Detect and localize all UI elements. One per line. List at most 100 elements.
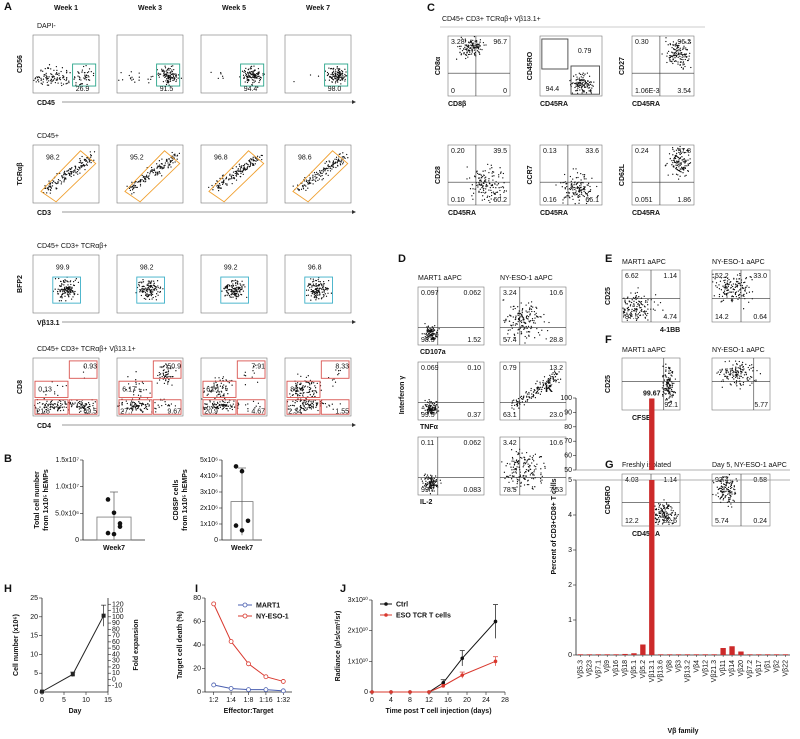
events <box>501 448 546 490</box>
data-point <box>408 690 412 694</box>
x-tick-label: Vβ13.2 <box>684 660 691 682</box>
column-title: MART1 aAPC <box>418 275 462 282</box>
y-tick-label: 90 <box>564 409 572 416</box>
bar <box>586 654 593 655</box>
axis-label: BFP2 <box>17 275 24 293</box>
plot-frame <box>32 34 100 94</box>
y-tick-label: 25 <box>30 595 38 602</box>
gate-value: 98.0 <box>328 86 342 93</box>
events <box>52 276 80 302</box>
axis-label: CD28 <box>435 166 442 184</box>
gate <box>52 276 81 304</box>
gate-value: 5.77 <box>754 402 768 409</box>
y-tick-label: 0 <box>34 689 38 696</box>
gate-value: 0.30 <box>635 39 649 46</box>
bar <box>640 644 646 655</box>
axis-label: Cell number (x10⁶) <box>13 614 20 676</box>
x-tick-label: Week7 <box>231 545 253 552</box>
panel-letter: K <box>545 383 553 395</box>
gate-label: CD45+ <box>37 133 59 140</box>
bar <box>720 648 726 655</box>
gate-value: 60.2 <box>493 197 507 204</box>
plot-frame <box>284 34 352 94</box>
y2-tick-label: 60 <box>112 639 120 646</box>
x-tick-label: 4 <box>389 697 393 704</box>
gate-value: 1.52 <box>467 337 481 344</box>
bar <box>782 654 789 655</box>
column-title: MART1 aAPC <box>622 259 666 266</box>
y-tick-label: 5x10⁶ <box>200 457 218 464</box>
x-tick-label: 1:16 <box>259 697 273 704</box>
gate <box>236 399 266 415</box>
gate-value: 57.4 <box>503 337 517 344</box>
bar <box>756 654 762 655</box>
y-tick-label: 2x10⁶ <box>200 505 218 512</box>
events <box>286 369 341 414</box>
gate-value: 3.24 <box>503 290 517 297</box>
plot-frame <box>284 254 352 314</box>
axis-label: CD8SP cells <box>173 480 180 521</box>
axis-label: Radiance (p/s/cm²/sr) <box>335 611 342 682</box>
gate-value: 0.13 <box>543 148 557 155</box>
gate <box>220 276 249 304</box>
events <box>664 145 692 180</box>
plot-frame <box>284 144 352 204</box>
x-tick-label: Vβ5.1 <box>631 660 638 679</box>
legend-label: NY-ESO-1 <box>256 614 289 621</box>
gate-value: 1.86 <box>677 197 691 204</box>
axis-label: Day <box>69 708 82 715</box>
plot-frame <box>116 34 184 94</box>
axis-label: Target cell death (%) <box>177 611 184 679</box>
events <box>502 299 550 344</box>
gate-value: 26.9 <box>76 86 90 93</box>
gate-value: 96.8 <box>308 265 322 272</box>
axis-label: Vβ13.1 <box>37 320 60 327</box>
y2-tick-label: 30 <box>112 658 120 665</box>
arrow-head <box>352 320 356 324</box>
axis-label: CD56 <box>17 55 24 73</box>
panel-letter: E <box>605 253 612 265</box>
data-point <box>105 530 111 536</box>
events <box>210 65 265 88</box>
y2-tick-label: 110 <box>112 608 123 615</box>
y-tick-label: 40 <box>193 642 201 649</box>
x-tick-label: Vβ5.3 <box>577 660 584 679</box>
legend-marker <box>384 613 388 617</box>
data-point <box>211 682 217 688</box>
plot-frame <box>447 35 511 97</box>
panel-letter: G <box>605 459 614 471</box>
plot-frame <box>32 144 100 204</box>
data-point <box>370 690 374 694</box>
panel-letter: D <box>398 253 406 265</box>
bar <box>738 651 744 655</box>
y-tick-label: 3 <box>568 547 572 554</box>
gate-value: 33.0 <box>753 273 767 280</box>
axis-label: CD45RO <box>605 485 612 514</box>
gate-value: 0.24 <box>635 148 649 155</box>
gate-value: 3.28 <box>451 39 465 46</box>
data-point <box>228 639 234 644</box>
axis-label: CD45 <box>37 100 55 107</box>
gate-value: 27.7 <box>120 409 134 416</box>
gate-value: 3.54 <box>677 88 691 95</box>
data-point <box>246 687 251 693</box>
gate-value: 0.062 <box>463 290 481 297</box>
gate-value: 1.55 <box>335 409 349 416</box>
x-tick-label: Vβ2 <box>774 660 781 673</box>
gate <box>320 360 350 379</box>
axis-label: CD25 <box>605 287 612 305</box>
events <box>221 279 248 300</box>
panel-letter: C <box>427 2 435 14</box>
panel-letter: A <box>4 1 12 13</box>
data-point <box>233 464 239 469</box>
gate-value: 0.11 <box>421 440 434 447</box>
bar <box>773 654 780 655</box>
gate-value: 14.2 <box>715 314 729 321</box>
data-point <box>263 674 269 680</box>
gate-value: 99.5 <box>421 412 435 419</box>
gate <box>124 150 181 203</box>
legend-label: ESO TCR T cells <box>396 613 451 620</box>
x-tick-label: 8 <box>408 697 412 704</box>
x-tick-label: Vβ21.3 <box>711 660 718 682</box>
y-tick-label: 60 <box>564 453 572 460</box>
